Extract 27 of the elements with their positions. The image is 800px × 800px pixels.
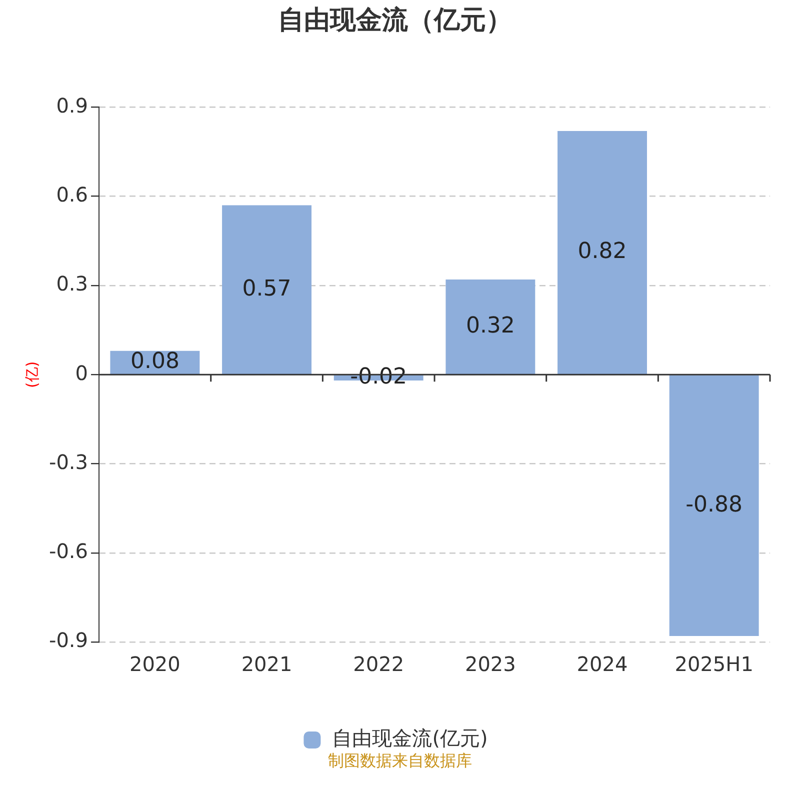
bar (669, 375, 759, 636)
bar (558, 130, 647, 374)
data-label: -0.02 (350, 364, 408, 390)
bar (222, 205, 312, 374)
y-tick-label: 0.3 (56, 272, 88, 296)
x-tick-label: 2020 (129, 652, 180, 676)
y-tick-label: -0.9 (48, 628, 88, 652)
y-tick-label: -0.3 (48, 450, 88, 474)
chart-title: 自由现金流（亿元） (278, 5, 512, 36)
x-tick-label: 2022 (353, 652, 404, 676)
x-tick-label: 2023 (464, 652, 516, 676)
x-tick-label: 2021 (241, 652, 292, 676)
y-axis-title: (亿) (22, 361, 41, 388)
bar (446, 280, 536, 374)
data-label: 0.82 (578, 239, 627, 264)
y-tick-label: -0.6 (48, 539, 88, 564)
data-label: -0.88 (686, 492, 743, 518)
y-tick-label: 0.6 (56, 182, 88, 207)
y-tick-label: 0.9 (56, 93, 88, 118)
x-tick-label: 2024 (576, 652, 628, 676)
x-tick-label: 2025H1 (674, 652, 754, 676)
data-label: 0.32 (466, 313, 515, 338)
legend-label: 自由现金流(亿元) (332, 726, 488, 750)
data-label: 0.08 (130, 349, 180, 374)
data-label: 0.57 (242, 276, 292, 302)
y-tick-label: 0 (75, 360, 88, 385)
text: 制图数据来自数据库 (328, 751, 472, 770)
